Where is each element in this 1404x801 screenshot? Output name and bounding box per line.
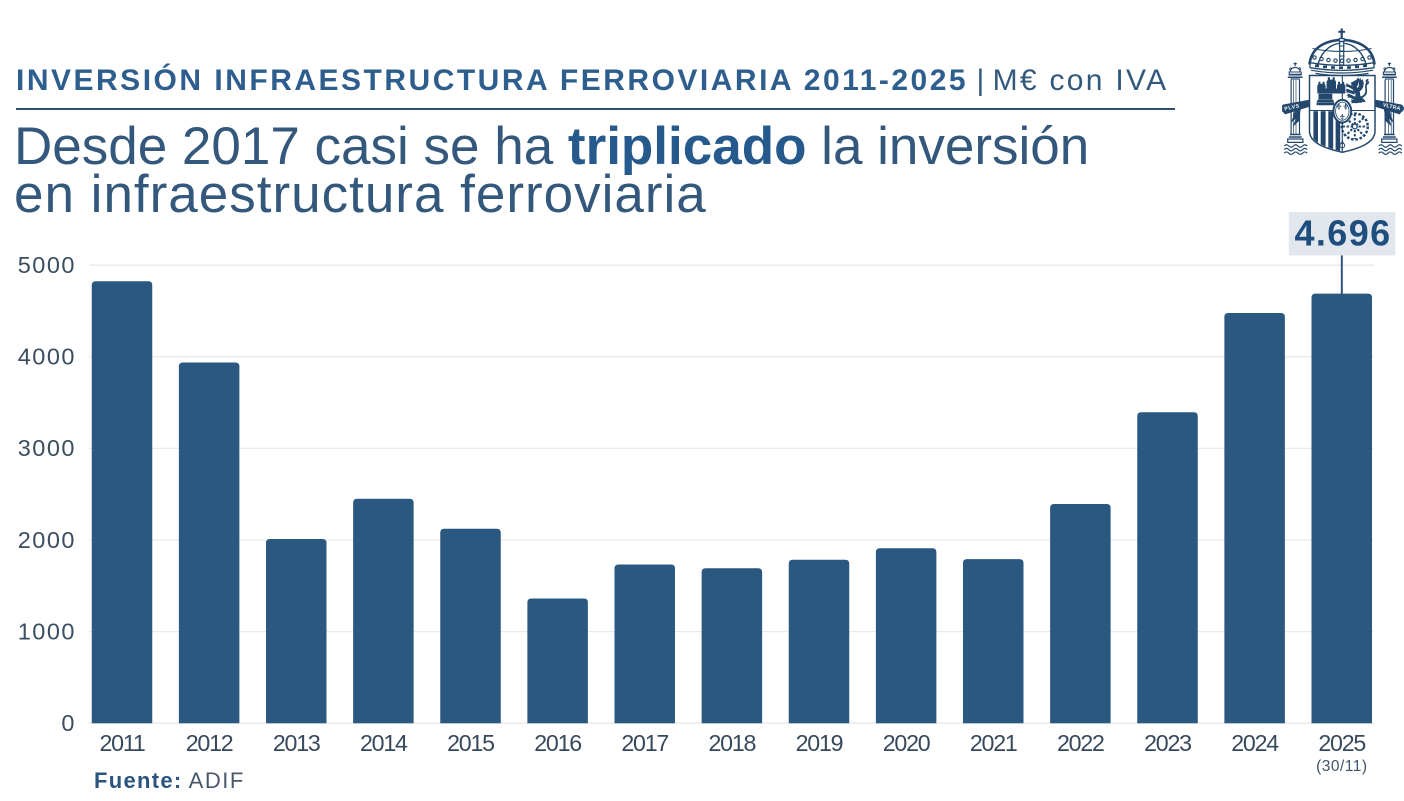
svg-text:2021: 2021 xyxy=(970,730,1017,756)
svg-text:4000: 4000 xyxy=(18,344,76,370)
svg-text:5000: 5000 xyxy=(18,252,76,278)
svg-text:2013: 2013 xyxy=(273,730,320,756)
svg-text:4.696: 4.696 xyxy=(1294,213,1391,254)
svg-text:2011: 2011 xyxy=(99,730,144,756)
svg-text:0: 0 xyxy=(61,710,76,736)
svg-text:2018: 2018 xyxy=(708,730,755,756)
svg-text:2020: 2020 xyxy=(883,730,930,756)
svg-text:2024: 2024 xyxy=(1231,730,1279,756)
svg-text:2014: 2014 xyxy=(360,730,408,756)
svg-text:2000: 2000 xyxy=(18,527,76,553)
svg-text:1000: 1000 xyxy=(18,618,76,644)
svg-text:3000: 3000 xyxy=(18,435,76,461)
svg-text:2025: 2025 xyxy=(1318,730,1365,756)
svg-text:2022: 2022 xyxy=(1057,730,1104,756)
svg-text:2016: 2016 xyxy=(534,730,581,756)
svg-text:2015: 2015 xyxy=(447,730,494,756)
svg-text:2012: 2012 xyxy=(186,730,233,756)
svg-text:(30/11): (30/11) xyxy=(1316,758,1367,775)
svg-text:2023: 2023 xyxy=(1144,730,1191,756)
svg-text:2019: 2019 xyxy=(796,730,843,756)
svg-text:VLTRA: VLTRA xyxy=(1382,102,1401,112)
svg-text:2017: 2017 xyxy=(621,730,668,756)
svg-text:PLVS: PLVS xyxy=(1284,103,1301,112)
